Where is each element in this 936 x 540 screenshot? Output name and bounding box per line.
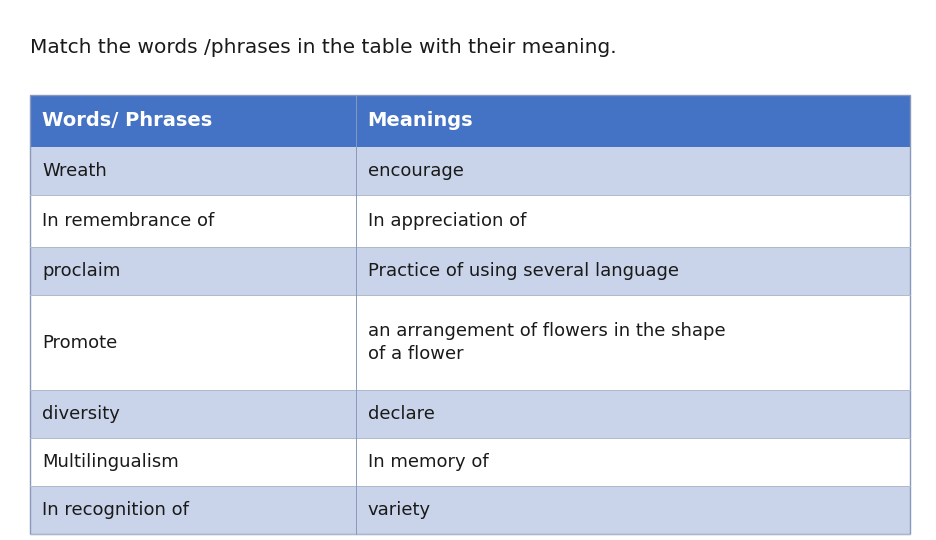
- Text: In memory of: In memory of: [368, 453, 489, 471]
- Text: diversity: diversity: [42, 405, 120, 423]
- Bar: [30, 438, 910, 486]
- Bar: [30, 247, 910, 295]
- Bar: [30, 147, 910, 195]
- Text: In appreciation of: In appreciation of: [368, 212, 526, 230]
- Text: Multilingualism: Multilingualism: [42, 453, 179, 471]
- Text: an arrangement of flowers in the shape
of a flower: an arrangement of flowers in the shape o…: [368, 322, 725, 363]
- Bar: [30, 95, 910, 534]
- Text: Wreath: Wreath: [42, 162, 107, 180]
- Text: encourage: encourage: [368, 162, 463, 180]
- Text: Promote: Promote: [42, 334, 117, 352]
- Text: Match the words /phrases in the table with their meaning.: Match the words /phrases in the table wi…: [30, 38, 617, 57]
- Bar: [30, 195, 910, 247]
- Text: Meanings: Meanings: [368, 111, 474, 131]
- Bar: [30, 486, 910, 534]
- Text: proclaim: proclaim: [42, 262, 121, 280]
- Text: declare: declare: [368, 405, 434, 423]
- Text: Words/ Phrases: Words/ Phrases: [42, 111, 212, 131]
- Text: Practice of using several language: Practice of using several language: [368, 262, 679, 280]
- Bar: [30, 295, 910, 390]
- Text: In remembrance of: In remembrance of: [42, 212, 214, 230]
- Text: In recognition of: In recognition of: [42, 501, 189, 519]
- Text: variety: variety: [368, 501, 431, 519]
- Bar: [30, 95, 910, 147]
- Bar: [30, 390, 910, 438]
